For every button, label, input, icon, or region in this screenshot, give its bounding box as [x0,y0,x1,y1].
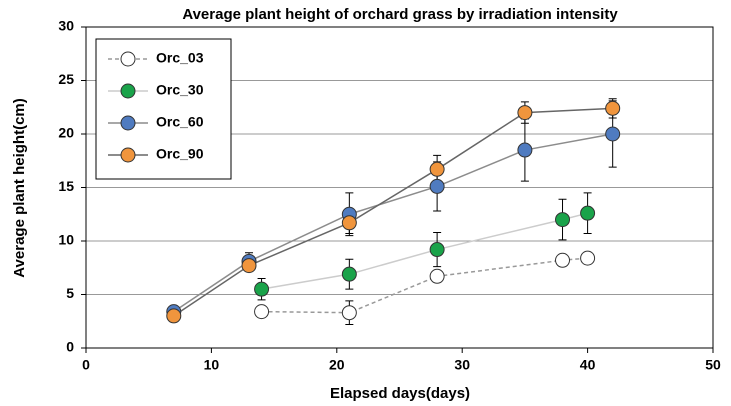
x-tick-label: 20 [329,357,345,373]
y-tick-label: 15 [58,178,74,194]
legend-label: Orc_30 [156,82,204,98]
marker [517,142,533,158]
marker [166,308,182,324]
marker [555,212,571,228]
marker [580,205,596,221]
series-line [173,107,613,317]
y-tick-label: 0 [66,339,74,355]
marker [429,178,445,194]
marker [580,250,596,266]
marker [341,305,357,321]
x-tick-label: 0 [82,357,90,373]
legend-label: Orc_90 [156,146,204,162]
marker [341,215,357,231]
x-tick-label: 30 [454,357,470,373]
marker [341,266,357,282]
marker [555,252,571,268]
marker [517,105,533,121]
x-axis-label: Elapsed days(days) [330,385,470,402]
marker [605,126,621,142]
legend-label: Orc_03 [156,50,204,66]
marker [605,100,621,116]
series-line [173,133,613,313]
legend-marker [120,51,136,67]
y-tick-label: 10 [58,232,74,248]
legend-marker [120,83,136,99]
plot-frame [85,26,714,349]
y-tick-label: 5 [66,285,74,301]
y-tick-label: 25 [58,71,74,87]
legend-marker [120,115,136,131]
marker [254,281,270,297]
series-line [261,257,588,314]
legend-label: Orc_60 [156,114,204,130]
series-line [261,212,588,290]
x-tick-label: 50 [705,357,721,373]
y-axis-label: Average plant height(cm) [11,98,28,277]
marker [429,161,445,177]
y-tick-label: 30 [58,18,74,34]
x-tick-label: 10 [204,357,220,373]
marker [241,258,257,274]
marker [254,304,270,320]
legend-marker [120,147,136,163]
y-tick-label: 20 [58,125,74,141]
marker [429,242,445,258]
marker [429,268,445,284]
x-tick-label: 40 [580,357,596,373]
chart-title: Average plant height of orchard grass by… [182,6,618,23]
